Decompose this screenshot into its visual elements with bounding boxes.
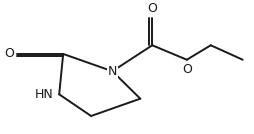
Text: O: O (147, 2, 157, 15)
Text: O: O (4, 47, 14, 60)
Text: N: N (108, 65, 117, 78)
Text: HN: HN (35, 88, 54, 101)
Text: O: O (182, 63, 192, 76)
